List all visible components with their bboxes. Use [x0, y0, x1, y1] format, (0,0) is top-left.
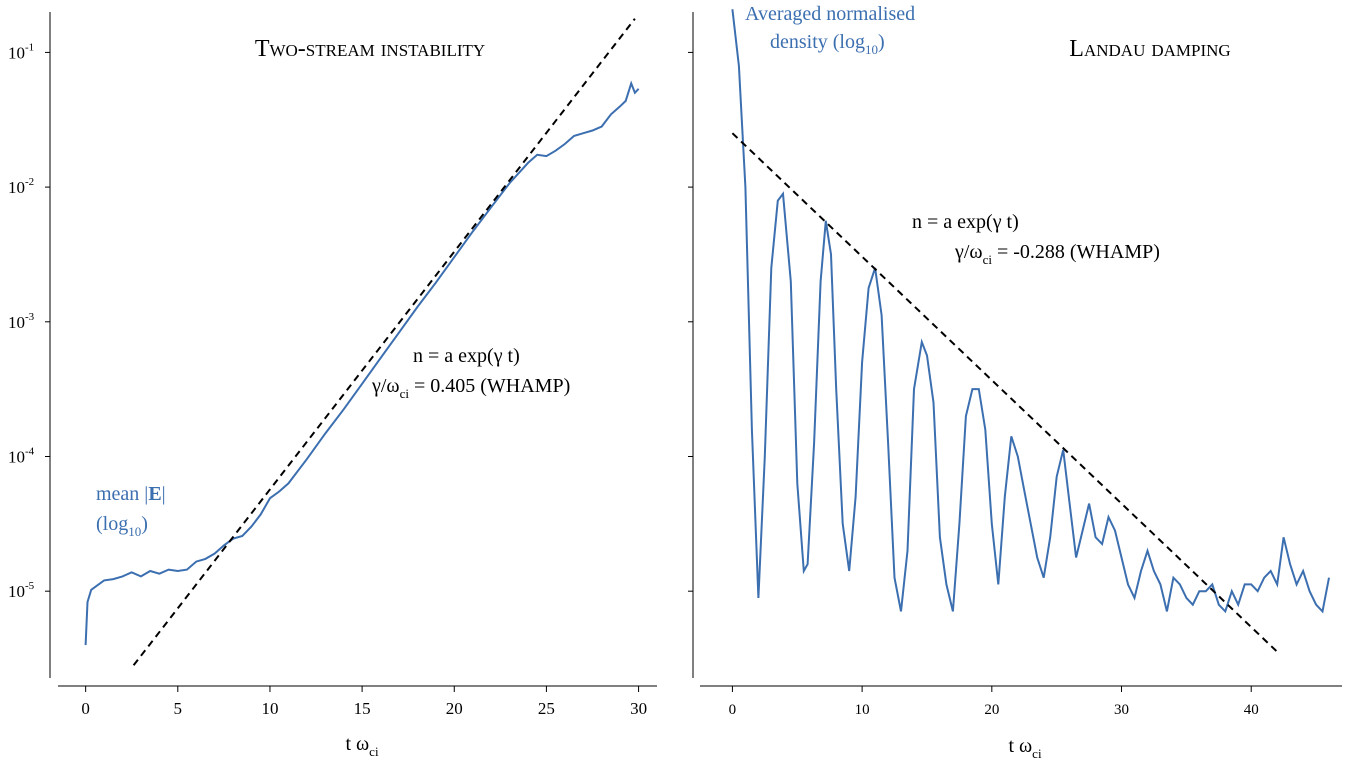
x-tick-label: 30	[630, 699, 647, 718]
fit-label-formula: n = a exp(γ t)	[413, 345, 520, 367]
x-tick-label: 20	[446, 699, 463, 718]
x-tick-label: 20	[984, 702, 999, 718]
fit-line	[132, 18, 636, 666]
panel-two-stream: 0 5 10 15 20 25 30 10-110-210-310-410-5 t ωci …	[8, 12, 657, 759]
chart-title: Landau damping	[1069, 36, 1230, 62]
y-tick-label: 10-4	[8, 445, 35, 466]
fit-label-rate: γ/ωci = 0.405 (WHAMP)	[371, 375, 570, 401]
x-axis-label: t ωci	[1008, 735, 1042, 761]
y-ticks: 10-1 10-2 10-3 10-4 10-5	[8, 41, 50, 601]
series-label-unit: (log10)	[96, 513, 148, 539]
panel-landau-damping: 0 10 20 30 40 t ωci Landau damping Averaged …	[688, 3, 1342, 761]
x-tick-label: 10	[261, 699, 278, 718]
x-tick-label: 5	[174, 699, 183, 718]
x-tick-label: 0	[729, 702, 737, 718]
fit-label-formula: n = a exp(γ t)	[912, 211, 1019, 233]
x-tick-label: 25	[538, 699, 555, 718]
y-tick-label: 10-3	[8, 311, 35, 332]
y-tick-label: 10-5	[8, 580, 35, 601]
chart-title: Two-stream instability	[255, 36, 485, 62]
x-axis-label: t ωci	[345, 733, 379, 759]
x-tick-label: 40	[1244, 702, 1259, 718]
series-line-density	[731, 9, 1330, 614]
series-label: Averaged normalised	[745, 3, 915, 25]
x-tick-label: 10	[855, 702, 870, 718]
fit-line	[731, 132, 1278, 653]
x-tick-label: 30	[1114, 702, 1129, 718]
y-tick-label: 10-2	[8, 176, 34, 197]
y-tick-label: 10-1	[8, 41, 34, 62]
y-ticks	[688, 51, 693, 592]
fit-label-rate: γ/ωci = -0.288 (WHAMP)	[954, 241, 1160, 267]
series-label-unit: density (log10)	[770, 31, 885, 57]
x-tick-label: 15	[354, 699, 371, 718]
series-label: mean |E|	[96, 483, 166, 505]
x-ticks: 0 5 10 15 20 25 30	[81, 686, 647, 718]
x-ticks: 0 10 20 30 40	[729, 686, 1259, 718]
series-line-mean-e	[84, 80, 640, 646]
x-tick-label: 0	[81, 699, 90, 718]
